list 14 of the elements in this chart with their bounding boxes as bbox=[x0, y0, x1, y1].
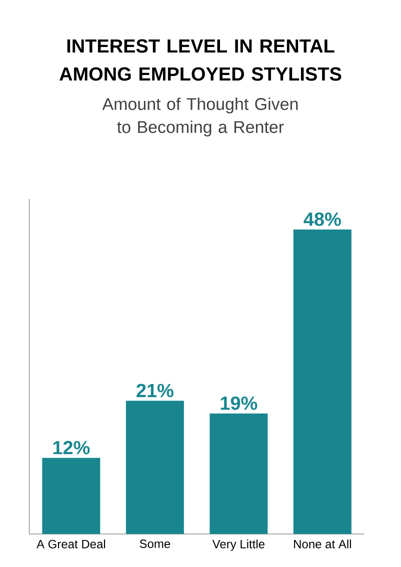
bar bbox=[126, 400, 184, 534]
chart-title: INTEREST LEVEL IN RENTAL AMONG EMPLOYED STYLISTS bbox=[60, 39, 342, 81]
x-tick-label: Some bbox=[140, 540, 170, 548]
bar bbox=[210, 413, 268, 534]
data-label: 19% bbox=[220, 396, 258, 410]
x-tick-label: None at All bbox=[294, 540, 351, 548]
bar bbox=[42, 458, 100, 534]
x-tick-label: Very Little bbox=[212, 540, 264, 551]
data-label: 21% bbox=[136, 384, 174, 398]
chart-subtitle: Amount of Thought Given to Becoming a Renter bbox=[102, 98, 298, 136]
data-label: 48% bbox=[304, 212, 341, 226]
data-label: 12% bbox=[53, 440, 90, 454]
bar bbox=[293, 229, 352, 534]
x-tick-label: A Great Deal bbox=[36, 540, 106, 548]
